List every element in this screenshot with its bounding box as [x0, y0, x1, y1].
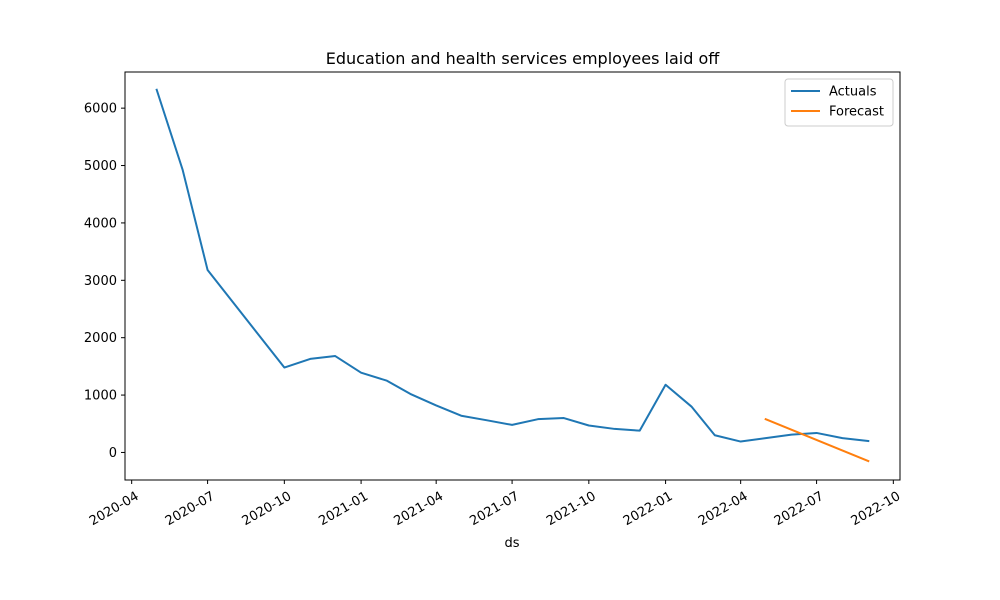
- legend-label-actuals: Actuals: [829, 85, 877, 100]
- series-layer: [155, 88, 870, 463]
- y-tick-label: 2000: [84, 331, 117, 346]
- y-tick-label: 3000: [84, 274, 117, 289]
- x-tick-label: 2022-01: [621, 489, 676, 529]
- x-tick-label: 2022-10: [849, 489, 904, 529]
- x-tick-label: 2021-10: [544, 489, 599, 529]
- legend: Actuals Forecast: [784, 78, 894, 127]
- y-tick-label: 5000: [84, 159, 117, 174]
- x-tick-label: 2022-07: [772, 489, 827, 529]
- x-axis-label: ds: [504, 536, 519, 551]
- y-axis: 0 1000 2000 3000 4000 5000 6000: [84, 102, 125, 461]
- x-tick-label: 2021-04: [391, 489, 446, 529]
- y-tick-label: 1000: [84, 389, 117, 404]
- y-tick-label: 6000: [84, 102, 117, 117]
- plot-area: [124, 71, 901, 481]
- y-tick-label: 0: [109, 446, 117, 461]
- x-tick-label: 2021-01: [316, 489, 371, 529]
- x-axis: 2020-04 2020-07 2020-10 2021-01 2021-04 2021-…: [87, 480, 903, 529]
- x-tick-label: 2020-07: [163, 489, 218, 529]
- series-line-forecast: [764, 417, 870, 463]
- plot-frame: [124, 71, 901, 481]
- y-tick-label: 4000: [84, 216, 117, 231]
- chart-title: Education and health services employees …: [326, 49, 721, 68]
- x-tick-label: 2022-04: [696, 489, 751, 529]
- series-line-actuals: [155, 88, 870, 443]
- x-tick-label: 2021-07: [467, 489, 522, 529]
- x-tick-label: 2020-10: [240, 489, 295, 529]
- x-tick-label: 2020-04: [87, 489, 142, 529]
- legend-label-forecast: Forecast: [829, 105, 884, 120]
